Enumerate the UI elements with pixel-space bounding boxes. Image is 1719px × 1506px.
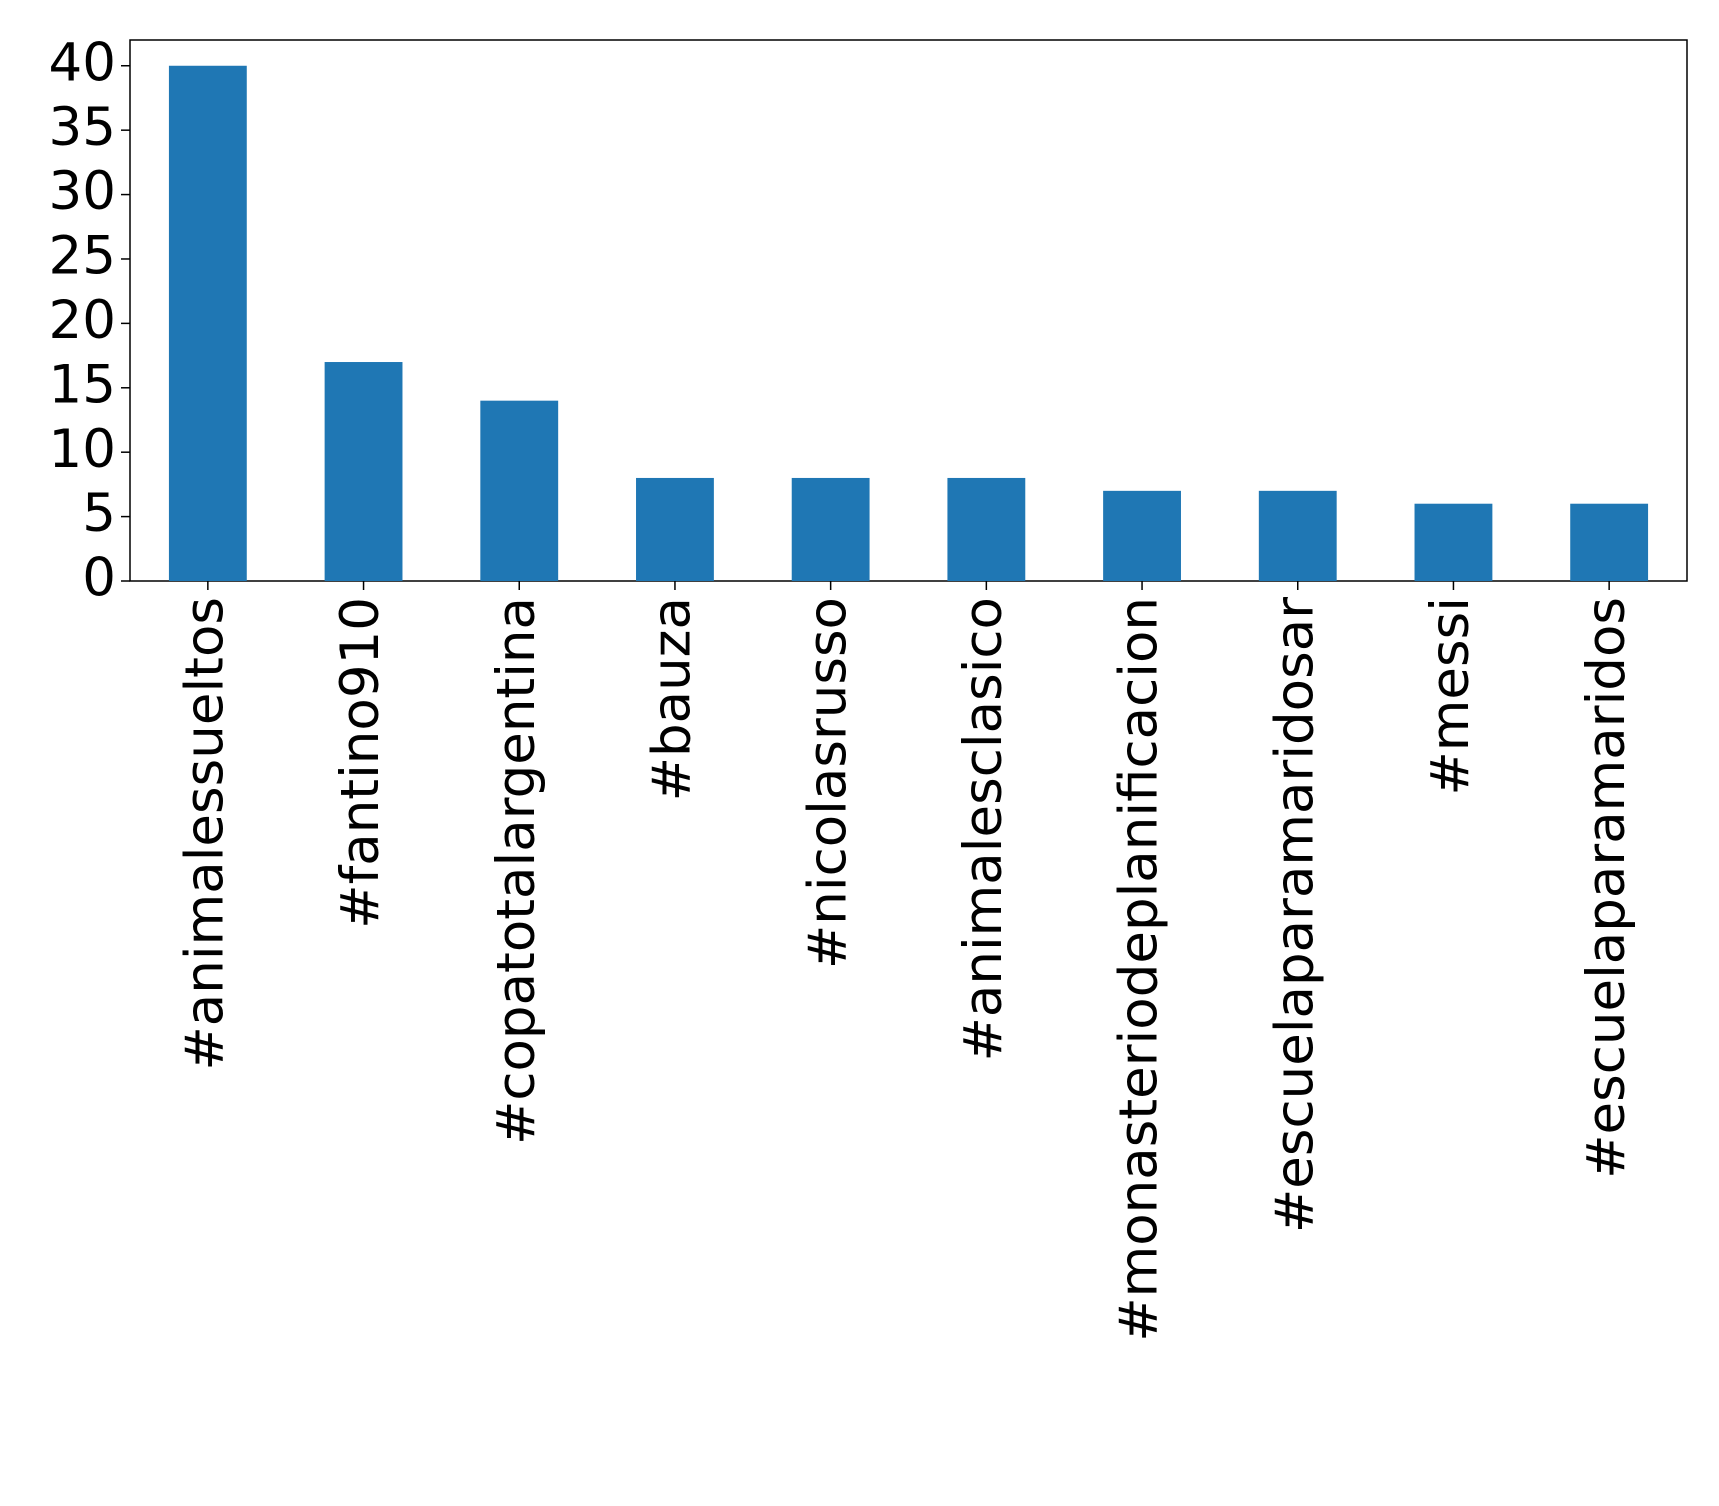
x-tick-label: #bauza: [642, 597, 703, 801]
x-tick-label: #fantino910: [330, 597, 391, 929]
x-tick-label: #escuelaparamaridosar: [1264, 597, 1325, 1233]
bar: [168, 65, 247, 581]
y-tick-label: 35: [49, 97, 116, 158]
bar: [636, 477, 714, 581]
bar: [1570, 503, 1649, 581]
y-tick-label: 20: [49, 290, 116, 351]
bar: [324, 362, 403, 581]
y-tick-label: 0: [82, 548, 116, 609]
bar: [791, 477, 870, 581]
y-tick-label: 10: [49, 419, 116, 480]
x-tick-label: #escuelaparamaridos: [1576, 597, 1637, 1179]
plot-frame: [129, 39, 1688, 582]
bar: [1414, 503, 1493, 581]
y-tick-label: 25: [49, 226, 116, 287]
y-tick-label: 30: [49, 161, 116, 222]
bar: [1258, 490, 1337, 581]
bar: [1103, 490, 1181, 581]
y-tick-label: 5: [82, 483, 116, 544]
x-tick-label: #monasteriodeplanificacion: [1109, 597, 1170, 1342]
y-tick-label: 40: [49, 32, 116, 93]
x-tick-label: #animalessueltos: [174, 597, 235, 1071]
x-tick-label: #copatotalargentina: [486, 597, 547, 1145]
x-tick-label: #animalesclasico: [953, 597, 1014, 1062]
x-tick-label: #nicolasrusso: [797, 597, 858, 969]
y-tick-label: 15: [49, 354, 116, 415]
bar: [947, 477, 1026, 581]
x-tick-label: #messi: [1420, 597, 1481, 796]
bar: [480, 400, 559, 581]
